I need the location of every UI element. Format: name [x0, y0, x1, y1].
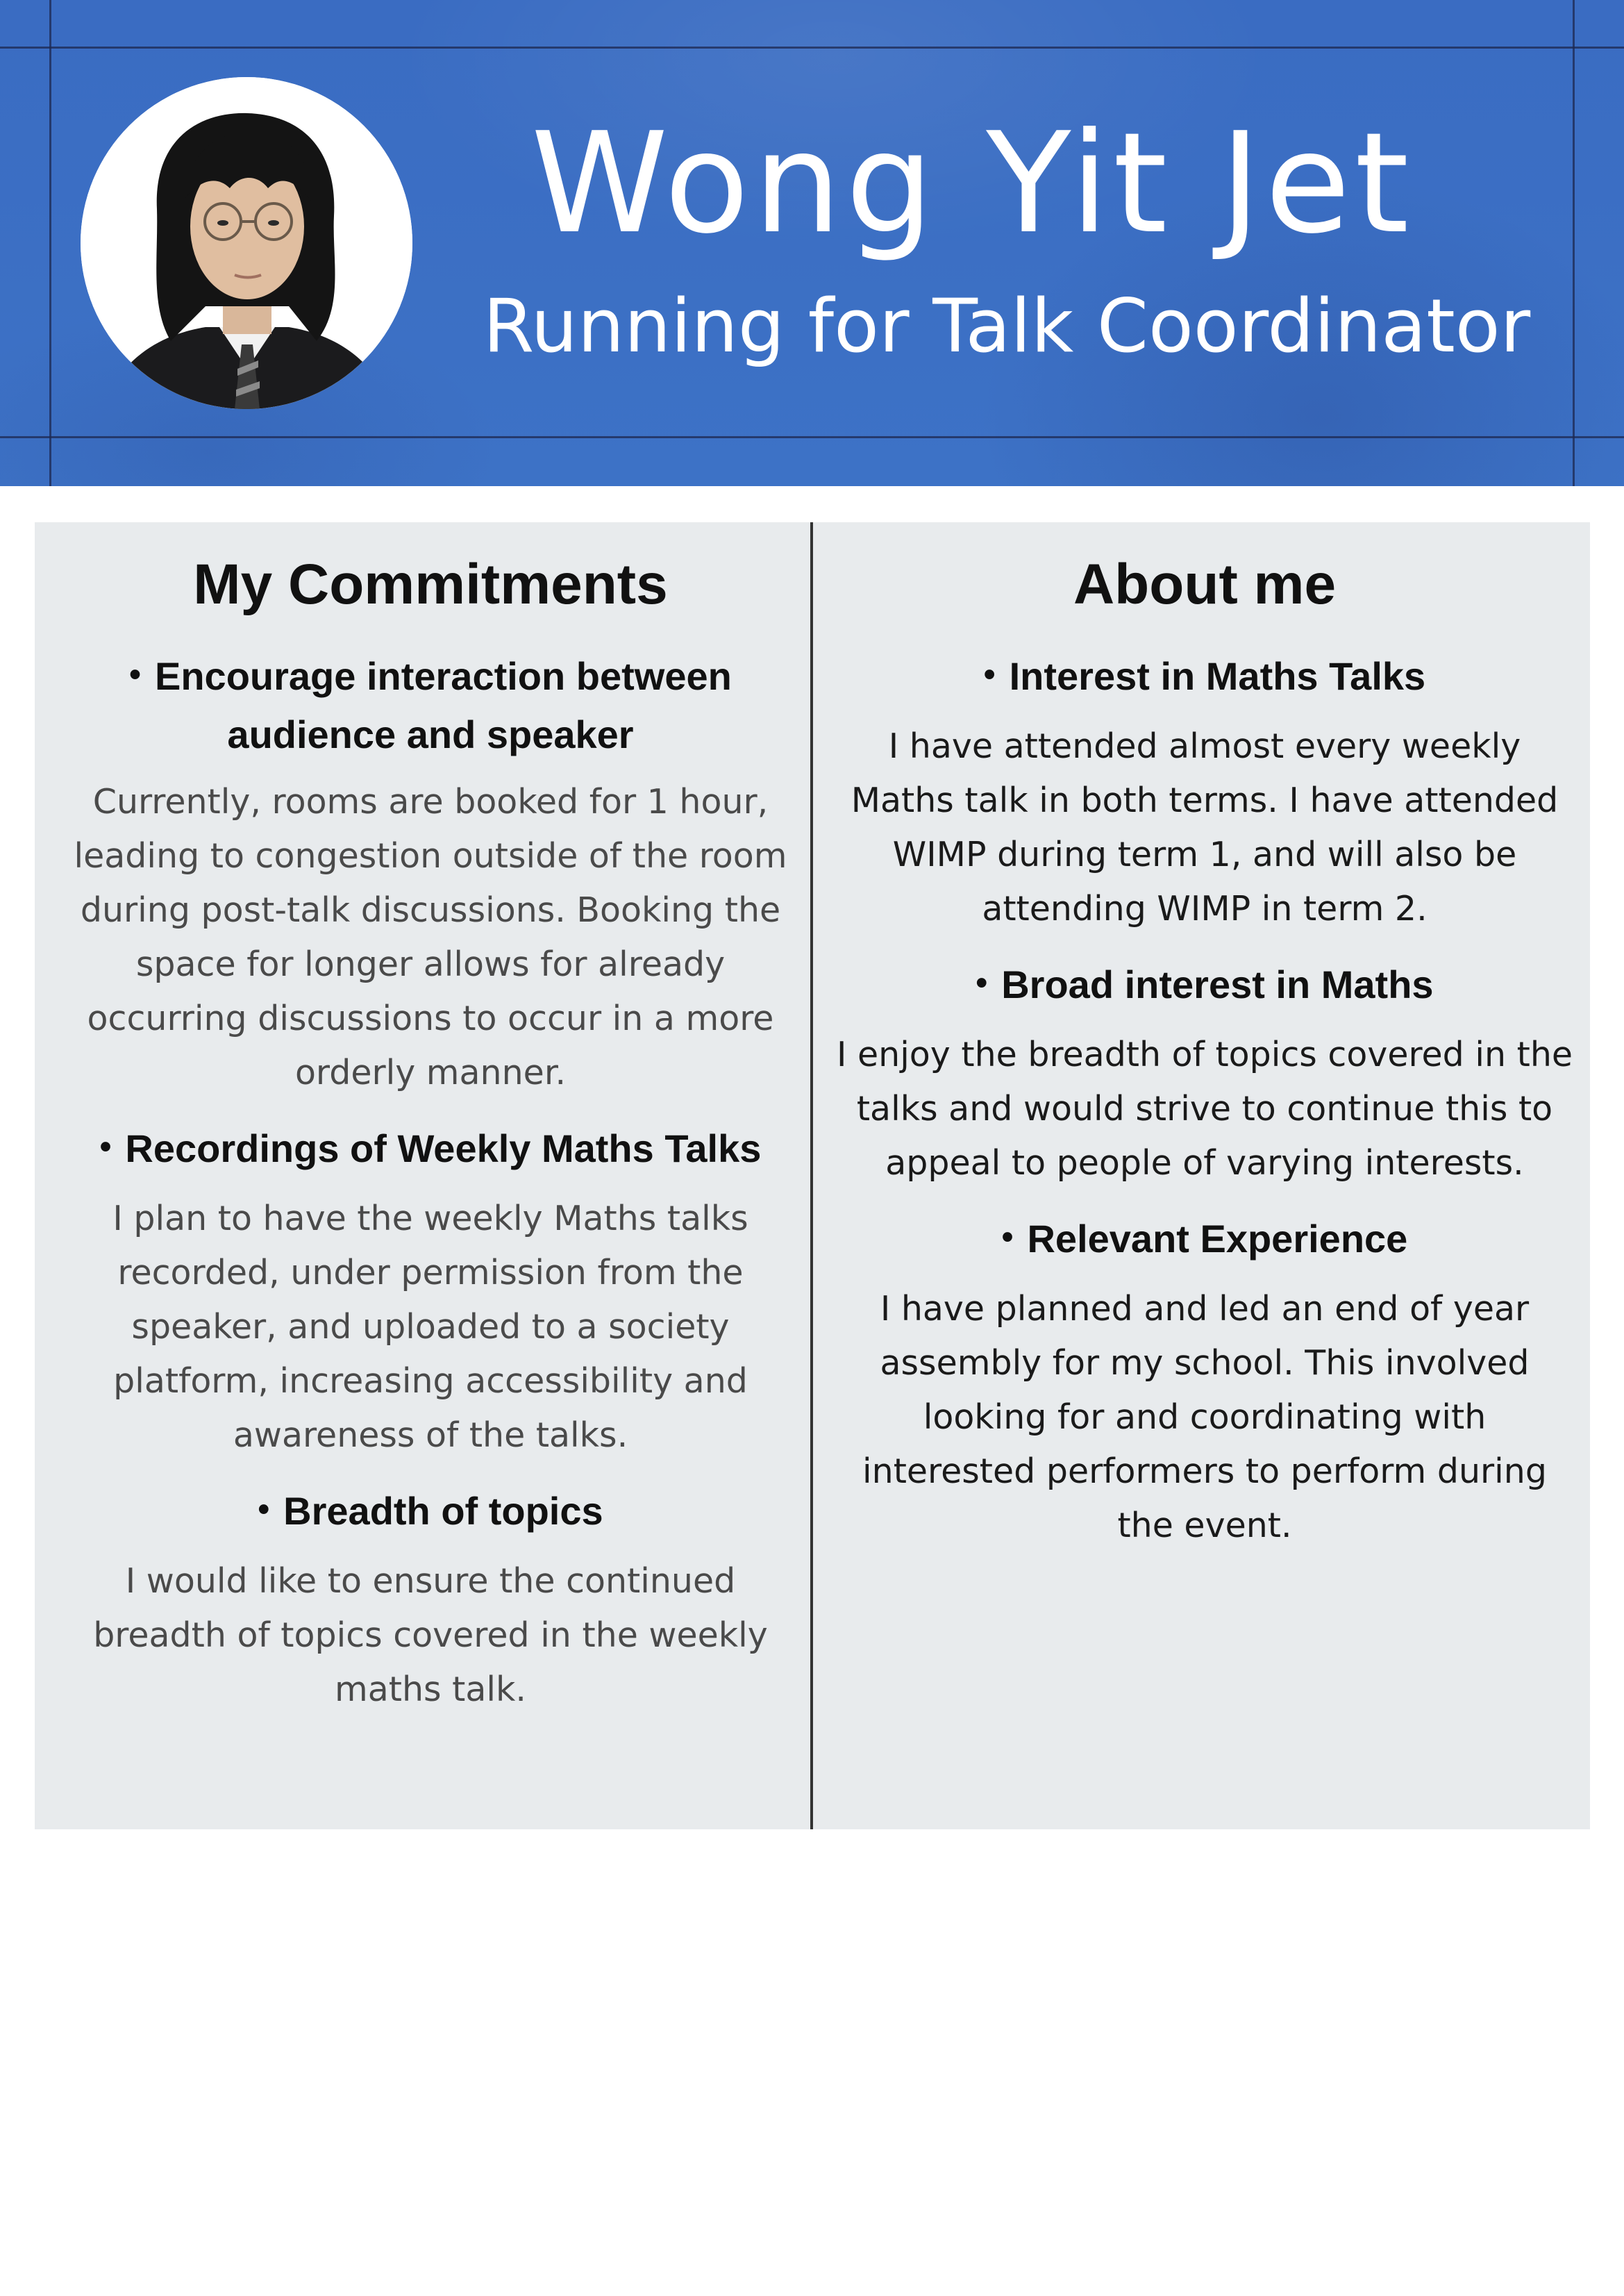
commitment-body: I would like to ensure the continued bre…	[93, 1561, 768, 1709]
column-divider	[810, 522, 813, 1829]
bullet-icon: •	[976, 965, 988, 1001]
commitment-body: Currently, rooms are booked for 1 hour, …	[74, 782, 787, 1092]
avatar	[81, 77, 412, 409]
commitment-body: I plan to have the weekly Maths talks re…	[112, 1199, 748, 1455]
bullet-icon: •	[1001, 1219, 1014, 1256]
frame-line-bottom	[0, 436, 1624, 438]
bullet-icon: •	[129, 656, 141, 693]
commitment-heading: • Encourage interaction between audience …	[129, 654, 732, 756]
bullet-icon: •	[983, 656, 996, 693]
about-column: About me • Interest in Maths Talks I have…	[826, 522, 1583, 1574]
frame-line-top	[0, 47, 1624, 49]
about-heading: • Broad interest in Maths	[976, 963, 1434, 1006]
about-title: About me	[1073, 553, 1337, 616]
candidate-name: Wong Yit Jet	[530, 103, 1414, 265]
commitments-column: My Commitments • Encourage interaction be…	[49, 522, 812, 1738]
about-heading: • Interest in Maths Talks	[983, 654, 1426, 698]
about-body: I have attended almost every weekly Math…	[851, 726, 1559, 929]
bullet-icon: •	[99, 1129, 112, 1165]
frame-line-right	[1573, 0, 1575, 486]
commitment-heading: • Recordings of Weekly Maths Talks	[99, 1126, 762, 1170]
about-body: I enjoy the breadth of topics covered in…	[836, 1035, 1573, 1183]
commitments-title: My Commitments	[193, 553, 668, 616]
candidate-role: Running for Talk Coordinator	[483, 283, 1531, 369]
bullet-icon: •	[258, 1491, 270, 1528]
commitment-heading: • Breadth of topics	[258, 1489, 603, 1533]
header-banner: Wong Yit Jet Running for Talk Coordinato…	[0, 0, 1624, 486]
about-body: I have planned and led an end of year as…	[862, 1289, 1547, 1545]
portrait-photo-icon	[81, 77, 412, 409]
frame-line-left	[49, 0, 51, 486]
about-heading: • Relevant Experience	[1001, 1217, 1408, 1261]
